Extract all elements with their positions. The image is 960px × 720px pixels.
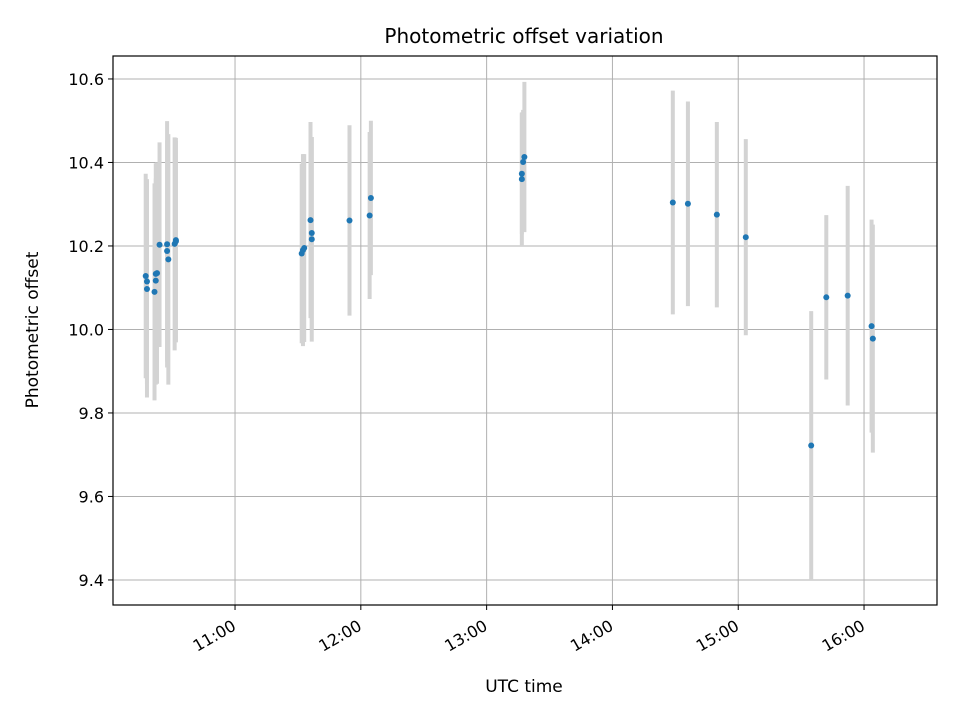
data-point [823, 294, 830, 301]
data-point [165, 256, 172, 263]
data-point [669, 199, 676, 206]
grid [113, 56, 937, 605]
data-point [154, 270, 161, 277]
data-point [521, 154, 528, 161]
data-point [520, 159, 527, 166]
data-point [869, 335, 876, 342]
data-point [152, 277, 159, 284]
data-point [742, 234, 749, 241]
x-axis-label: UTC time [485, 677, 563, 697]
data-point [366, 212, 373, 219]
data-point [346, 217, 353, 224]
chart-title: Photometric offset variation [384, 24, 663, 48]
data-point [143, 278, 150, 285]
data-point [143, 285, 150, 292]
data-point [307, 217, 314, 224]
data-point [142, 273, 149, 280]
data-point [164, 241, 171, 248]
data-points [142, 154, 876, 449]
y-tick-label: 10.2 [68, 237, 104, 256]
data-point [684, 200, 691, 207]
y-tick-label: 10.0 [68, 320, 104, 339]
y-tick-label: 9.6 [79, 487, 104, 506]
data-point [308, 230, 315, 237]
data-point [301, 245, 308, 252]
data-point [713, 211, 720, 218]
data-point [808, 442, 815, 449]
data-point [367, 194, 374, 201]
y-tick-label: 10.6 [68, 70, 104, 89]
data-point [172, 237, 179, 244]
data-point [868, 323, 875, 330]
y-tick-label: 9.8 [79, 404, 104, 423]
data-point [156, 241, 163, 248]
data-point [844, 292, 851, 299]
data-point [308, 236, 315, 243]
y-tick-label: 9.4 [79, 571, 104, 590]
data-point [518, 170, 525, 177]
y-axis-label: Photometric offset [23, 251, 43, 408]
data-point [164, 247, 171, 254]
data-point [151, 288, 158, 295]
y-tick-label: 10.4 [68, 153, 104, 172]
data-point [518, 176, 525, 183]
plot-frame [112, 55, 938, 606]
